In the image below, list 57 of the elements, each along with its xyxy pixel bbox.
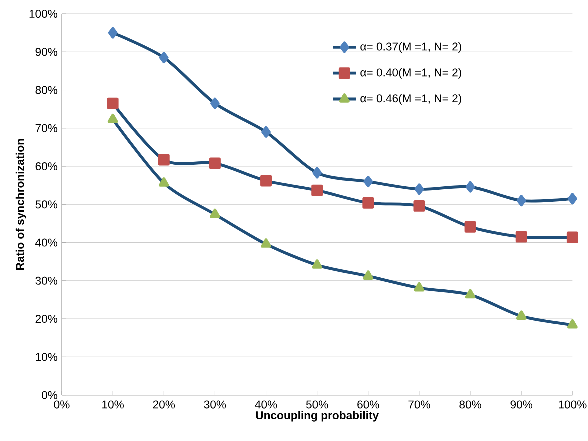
point: [158, 154, 170, 166]
x-tick-label: 40%: [255, 400, 278, 409]
point: [516, 310, 527, 320]
point: [363, 270, 374, 280]
y-tick-label: 40%: [36, 238, 58, 247]
point: [210, 98, 220, 110]
point: [108, 114, 118, 124]
point: [466, 181, 476, 193]
y-tick-label: 50%: [36, 200, 58, 209]
point: [312, 259, 323, 269]
y-tick-label: 10%: [36, 353, 58, 362]
point: [414, 282, 425, 292]
x-tick-label: 0%: [54, 400, 70, 409]
x-tick-label: 10%: [102, 400, 124, 409]
point: [414, 184, 424, 195]
x-tick-label: 60%: [358, 400, 380, 409]
y-tick-label: 100%: [30, 10, 58, 18]
legend-label: α= 0.40(M =1, N= 2): [360, 68, 462, 79]
point: [516, 194, 526, 206]
y-axis-title: Ratio of synchronization: [16, 139, 26, 270]
point: [312, 167, 322, 179]
point: [568, 193, 578, 205]
x-tick-label: 80%: [460, 400, 482, 409]
legend-label: α= 0.37(M =1, N= 2): [360, 42, 462, 53]
x-tick-label: 20%: [153, 400, 176, 409]
x-tick-label: 50%: [306, 400, 328, 409]
point: [465, 289, 476, 298]
y-tick-label: 60%: [36, 162, 58, 170]
point: [362, 197, 374, 209]
legend-label: α= 0.46(M =1, N= 2): [360, 94, 462, 105]
y-tick-label: 90%: [36, 48, 58, 56]
point: [107, 98, 119, 110]
point: [159, 52, 169, 64]
point: [414, 200, 426, 212]
point: [209, 158, 221, 170]
point: [260, 175, 272, 187]
point: [108, 27, 118, 39]
y-tick-label: 30%: [36, 276, 58, 285]
x-tick-label: 70%: [408, 400, 430, 409]
point: [568, 319, 578, 329]
point: [464, 221, 476, 233]
point: [262, 126, 271, 138]
x-tick-label: 90%: [510, 400, 533, 409]
y-tick-label: 20%: [36, 314, 58, 323]
y-tick-label: 80%: [36, 86, 58, 94]
point: [261, 238, 272, 248]
point: [158, 177, 170, 187]
x-axis-title: Uncoupling probability: [256, 411, 379, 422]
point: [210, 208, 220, 218]
y-tick-label: 70%: [36, 124, 58, 132]
y-tick-label: 0%: [42, 391, 58, 400]
point: [312, 184, 324, 196]
point: [516, 231, 528, 243]
point: [566, 232, 578, 244]
point: [364, 176, 374, 188]
x-tick-label: 30%: [204, 400, 226, 409]
x-tick-label: 100%: [559, 400, 587, 409]
